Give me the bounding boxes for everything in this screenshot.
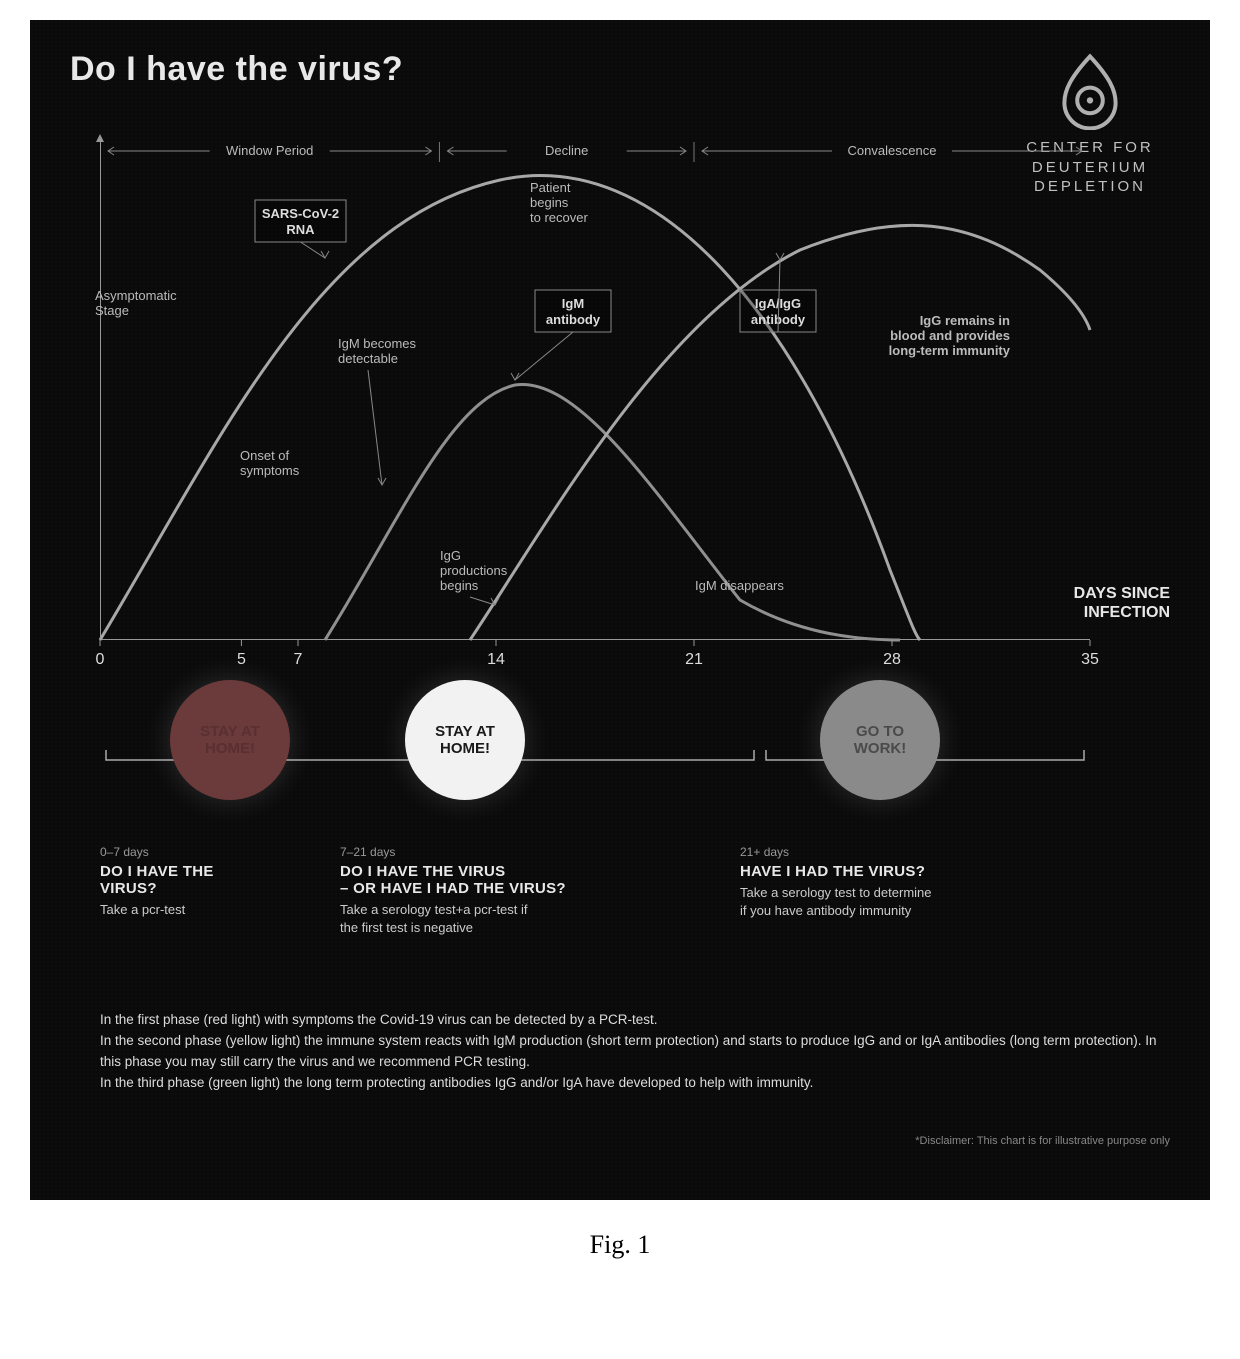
svg-text:21: 21 xyxy=(685,651,703,668)
advice-question: HAVE I HAD THE VIRUS? xyxy=(740,863,1070,880)
svg-text:IgM becomes: IgM becomes xyxy=(338,336,417,351)
svg-text:Convalescence: Convalescence xyxy=(848,143,937,158)
svg-text:detectable: detectable xyxy=(338,351,398,366)
svg-text:IgG remains in: IgG remains in xyxy=(920,313,1010,328)
advice-action: Take a serology test+a pcr-test ifthe fi… xyxy=(340,901,680,936)
droplet-icon xyxy=(1050,50,1130,130)
advice-range: 0–7 days xyxy=(100,845,310,859)
svg-text:Decline: Decline xyxy=(545,143,588,158)
infographic-card: Do I have the virus? CENTER FOR DEUTERIU… xyxy=(30,20,1210,1200)
svg-text:14: 14 xyxy=(487,651,505,668)
advice-question: DO I HAVE THEVIRUS? xyxy=(100,863,310,897)
svg-text:Onset of: Onset of xyxy=(240,448,290,463)
svg-text:begins: begins xyxy=(530,195,569,210)
advice-range: 21+ days xyxy=(740,845,1070,859)
advice-question: DO I HAVE THE VIRUS– OR HAVE I HAD THE V… xyxy=(340,863,680,897)
advice-column: 21+ days HAVE I HAD THE VIRUS? Take a sero… xyxy=(740,845,1100,936)
svg-text:Asymptomatic: Asymptomatic xyxy=(95,288,177,303)
svg-text:Window Period: Window Period xyxy=(226,143,313,158)
traffic-light-circle: STAY ATHOME! xyxy=(170,680,290,800)
svg-text:to recover: to recover xyxy=(530,210,588,225)
svg-text:symptoms: symptoms xyxy=(240,463,300,478)
svg-text:7: 7 xyxy=(294,651,303,668)
svg-text:35: 35 xyxy=(1081,651,1099,668)
figure-caption: Fig. 1 xyxy=(590,1230,651,1260)
explanatory-paragraph: In the first phase (red light) with symp… xyxy=(100,1010,1170,1094)
advice-range: 7–21 days xyxy=(340,845,680,859)
svg-text:0: 0 xyxy=(96,651,105,668)
advice-action: Take a serology test to determineif you … xyxy=(740,884,1070,919)
chart-canvas: Window PeriodDeclineConvalescence0571421… xyxy=(100,140,1170,680)
svg-text:28: 28 xyxy=(883,651,901,668)
svg-text:blood and provides: blood and provides xyxy=(890,328,1010,343)
advice-columns: 0–7 days DO I HAVE THEVIRUS? Take a pcr-te… xyxy=(100,845,1140,936)
traffic-light-circle: STAY ATHOME! xyxy=(405,680,525,800)
traffic-lights-row: STAY ATHOME! STAY ATHOME! GO TOWORK! xyxy=(100,680,1090,860)
svg-text:antibody: antibody xyxy=(546,312,601,327)
svg-text:5: 5 xyxy=(237,651,246,668)
svg-text:begins: begins xyxy=(440,578,479,593)
advice-action: Take a pcr-test xyxy=(100,901,310,919)
antibody-chart: DAYS SINCEINFECTION Window PeriodDecline… xyxy=(100,140,1170,680)
page-title: Do I have the virus? xyxy=(70,50,1170,89)
svg-text:long-term immunity: long-term immunity xyxy=(889,343,1011,358)
traffic-light-circle: GO TOWORK! xyxy=(820,680,940,800)
svg-text:IgA/IgG: IgA/IgG xyxy=(755,296,801,311)
svg-text:IgM disappears: IgM disappears xyxy=(695,578,784,593)
svg-text:Patient: Patient xyxy=(530,180,571,195)
advice-column: 7–21 days DO I HAVE THE VIRUS– OR HAVE I … xyxy=(340,845,710,936)
svg-text:RNA: RNA xyxy=(286,222,315,237)
svg-text:IgM: IgM xyxy=(562,296,584,311)
disclaimer-text: *Disclaimer: This chart is for illustrat… xyxy=(915,1135,1170,1147)
advice-column: 0–7 days DO I HAVE THEVIRUS? Take a pcr-te… xyxy=(100,845,340,936)
svg-text:SARS-CoV-2: SARS-CoV-2 xyxy=(262,206,339,221)
svg-text:IgG: IgG xyxy=(440,548,461,563)
svg-text:productions: productions xyxy=(440,563,508,578)
svg-text:Stage: Stage xyxy=(95,303,129,318)
